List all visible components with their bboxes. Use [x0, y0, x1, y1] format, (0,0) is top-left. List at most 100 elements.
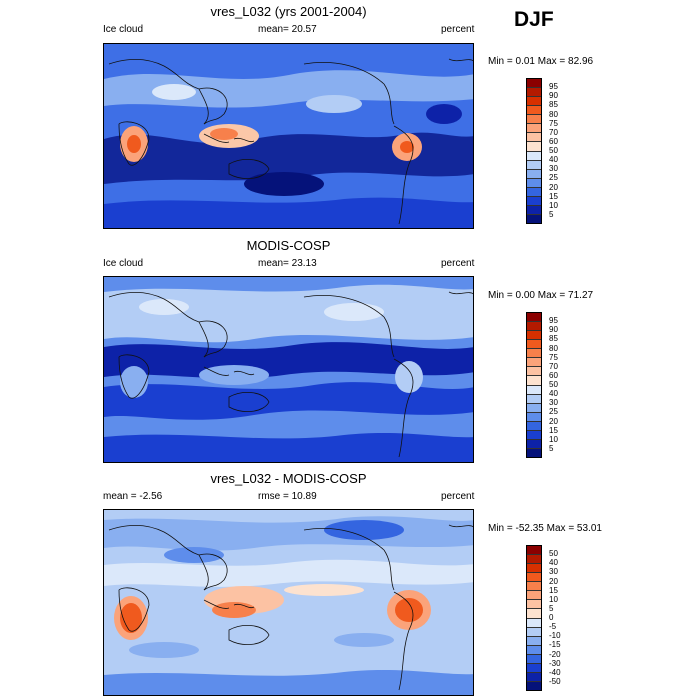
colorbar-swatch: [527, 394, 541, 404]
colorbar-tick-label: 40: [549, 155, 558, 165]
colorbar-swatch: [527, 546, 541, 556]
colorbar-swatch: [527, 672, 541, 682]
colorbar-tick-label: 85: [549, 100, 558, 110]
colorbar-swatch: [527, 412, 541, 422]
colorbar-swatch: [527, 79, 541, 89]
colorbar-swatch: [527, 385, 541, 395]
colorbar-tick-label: 40: [549, 389, 558, 399]
colorbar-tick-label: 50: [549, 380, 558, 389]
colorbar-tick-label: -40: [549, 667, 561, 677]
colorbar-tick-label: -20: [549, 649, 561, 659]
colorbar-swatch: [527, 205, 541, 215]
colorbar-swatch: [527, 313, 541, 323]
panel-3-colorbar: [526, 545, 542, 691]
colorbar-swatch: [527, 88, 541, 98]
colorbar-tick-label: -10: [549, 631, 561, 641]
panel-1-left-label: Ice cloud: [103, 24, 144, 35]
panel-1-center-label: mean= 20.57: [258, 24, 317, 35]
colorbar-swatch: [527, 340, 541, 350]
colorbar-swatch: [527, 448, 541, 457]
colorbar-tick-label: -15: [549, 640, 561, 650]
colorbar-swatch: [527, 555, 541, 565]
colorbar-tick-label: 95: [549, 316, 558, 326]
panel-2-title: MODIS-COSP: [246, 238, 331, 253]
colorbar-tick-label: 50: [549, 146, 558, 155]
colorbar-swatch: [527, 681, 541, 690]
panel-1-colorbar: [526, 78, 542, 224]
colorbar-swatch: [527, 106, 541, 116]
panel-3-center-label: rmse = 10.89: [258, 491, 317, 502]
colorbar-tick-label: 5: [549, 443, 554, 453]
colorbar-tick-label: 25: [549, 407, 558, 417]
colorbar-swatch: [527, 421, 541, 431]
colorbar-swatch: [527, 97, 541, 107]
panel-1-minmax: Min = 0.01 Max = 82.96: [488, 56, 594, 67]
colorbar-swatch: [527, 124, 541, 134]
colorbar-tick-label: 20: [549, 576, 558, 586]
panel-3-minmax: Min = -52.35 Max = 53.01: [488, 523, 602, 534]
colorbar-swatch: [527, 169, 541, 179]
colorbar-tick-label: 80: [549, 343, 558, 353]
colorbar-tick-label: 10: [549, 434, 558, 444]
colorbar-tick-label: -30: [549, 658, 561, 668]
colorbar-swatch: [527, 142, 541, 152]
colorbar-tick-label: 10: [549, 200, 558, 210]
colorbar-tick-label: 75: [549, 118, 558, 128]
colorbar-swatch: [527, 645, 541, 655]
panel-2-minmax: Min = 0.00 Max = 71.27: [488, 290, 594, 301]
panel-2-map: [103, 276, 474, 463]
colorbar-tick-label: 25: [549, 173, 558, 183]
colorbar-swatch: [527, 214, 541, 223]
colorbar-tick-label: 85: [549, 334, 558, 344]
panel-3-left-label: mean = -2.56: [103, 491, 163, 502]
panel-1-map: [103, 43, 474, 229]
colorbar-tick-label: 50: [549, 549, 558, 559]
colorbar-swatch: [527, 160, 541, 170]
colorbar-swatch: [527, 133, 541, 143]
colorbar-swatch: [527, 331, 541, 341]
colorbar-swatch: [527, 654, 541, 664]
colorbar-tick-label: 60: [549, 136, 558, 146]
colorbar-swatch: [527, 367, 541, 377]
colorbar-tick-label: -50: [549, 676, 561, 686]
colorbar-swatch: [527, 349, 541, 359]
colorbar-tick-label: 20: [549, 182, 558, 192]
panel-2-left-label: Ice cloud: [103, 258, 144, 269]
colorbar-tick-label: 15: [549, 425, 558, 435]
colorbar-tick-label: 30: [549, 164, 558, 174]
colorbar-tick-label: -5: [549, 622, 557, 632]
colorbar-tick-label: 60: [549, 370, 558, 380]
panel-2-colorbar: [526, 312, 542, 458]
colorbar-tick-label: 20: [549, 416, 558, 426]
panel-3-right-label: percent: [441, 491, 475, 502]
colorbar-swatch: [527, 196, 541, 206]
colorbar-swatch: [527, 627, 541, 637]
colorbar-tick-label: 70: [549, 361, 558, 371]
panel-3-map: [103, 509, 474, 696]
colorbar-tick-label: 0: [549, 613, 554, 622]
colorbar-tick-label: 30: [549, 398, 558, 408]
colorbar-tick-label: 15: [549, 585, 558, 595]
panel-2-right-label: percent: [441, 258, 475, 269]
colorbar-tick-label: 75: [549, 352, 558, 362]
panel-1-title: vres_L032 (yrs 2001-2004): [210, 4, 367, 19]
colorbar-swatch: [527, 564, 541, 574]
colorbar-tick-label: 5: [549, 603, 554, 613]
colorbar-swatch: [527, 582, 541, 592]
colorbar-swatch: [527, 573, 541, 583]
colorbar-swatch: [527, 663, 541, 673]
colorbar-swatch: [527, 430, 541, 440]
panel-3-title: vres_L032 - MODIS-COSP: [210, 471, 367, 486]
colorbar-swatch: [527, 115, 541, 125]
panel-2-center-label: mean= 23.13: [258, 258, 317, 269]
panel-1-right-label: percent: [441, 24, 475, 35]
colorbar-tick-label: 70: [549, 127, 558, 137]
colorbar-tick-label: 30: [549, 567, 558, 577]
colorbar-swatch: [527, 376, 541, 386]
colorbar-tick-label: 40: [549, 558, 558, 568]
colorbar-tick-label: 15: [549, 191, 558, 201]
season-label: DJF: [514, 8, 554, 31]
colorbar-tick-label: 5: [549, 209, 554, 219]
colorbar-swatch: [527, 618, 541, 628]
colorbar-swatch: [527, 600, 541, 610]
